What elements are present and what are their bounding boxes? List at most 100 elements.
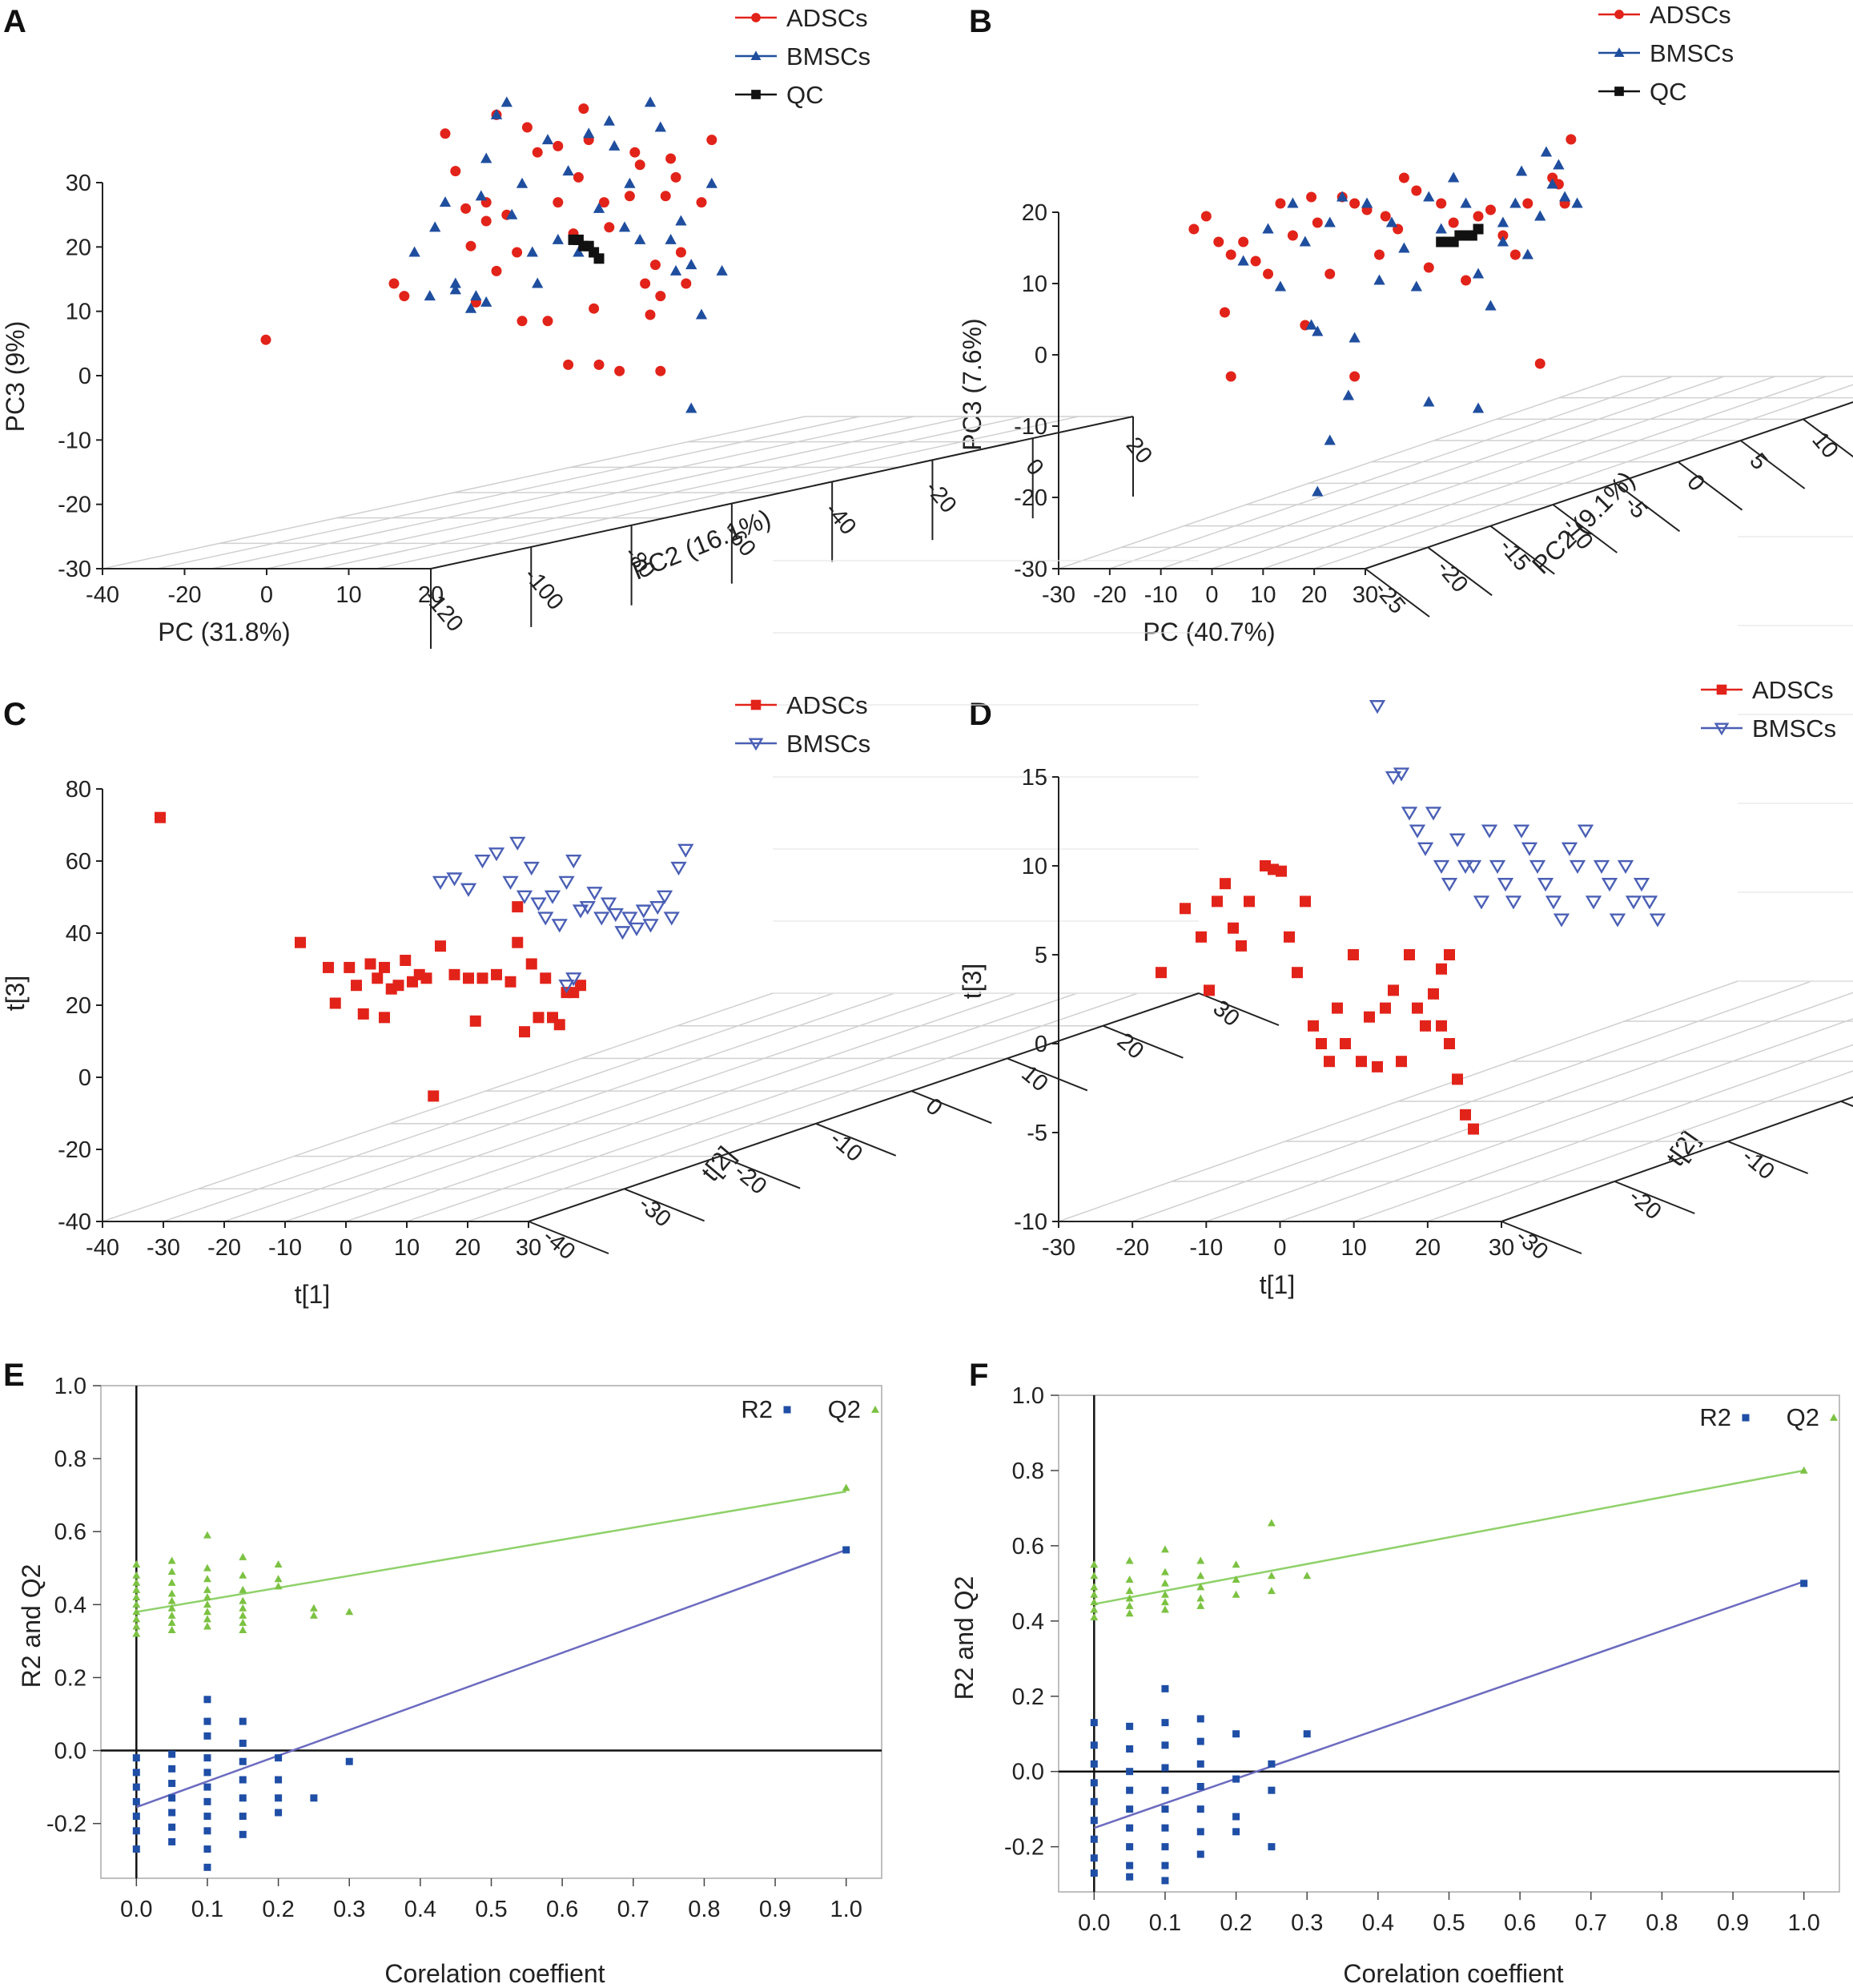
panel-e-x-tick-label: 0.6 [546, 1897, 578, 1922]
panel-a-point-bmscs [480, 152, 492, 163]
panel-e-point-r2 [203, 1732, 211, 1740]
panel-b-y-tick-label: -15 [1494, 534, 1535, 577]
panel-letter-c: C [3, 697, 26, 732]
panel-b-point-adscs [1509, 249, 1521, 260]
panel-e-point-r2 [345, 1757, 353, 1765]
panel-e-point-r2 [132, 1845, 140, 1853]
panel-a-point-bmscs [644, 96, 657, 107]
panel-e-point-r2 [239, 1739, 247, 1747]
panel-e-y-title: R2 and Q2 [17, 1564, 46, 1688]
panel-d-point-bmscs [1481, 824, 1498, 839]
panel-a-point-bmscs [449, 284, 461, 295]
panel-a-point-adscs [480, 215, 492, 227]
panel-d-point-adscs [1220, 878, 1231, 890]
panel-e-legend-marker-r2 [783, 1406, 791, 1414]
panel-e-y-tick-label: 0.0 [54, 1739, 86, 1765]
panel-c-point-bmscs [677, 843, 694, 858]
panel-c-point-bmscs [502, 875, 519, 890]
panel-a-point-bmscs [583, 127, 595, 139]
panel-f-point-q2 [1267, 1587, 1276, 1595]
panel-d-point-adscs [1228, 922, 1239, 934]
panel-b-point-adscs [1534, 358, 1546, 369]
panel-d-x-tick-label: -20 [1115, 1235, 1149, 1261]
panel-b-point-bmscs [1447, 171, 1460, 183]
panel-a-point-bmscs [429, 221, 441, 232]
panel-c-legend-label-bmscs: BMSCs [786, 730, 870, 758]
panel-b-point-adscs [1423, 262, 1434, 273]
panel-f-point-r2 [1090, 1797, 1098, 1805]
panel-b-point-bmscs [1336, 191, 1349, 202]
panel-c-point-bmscs [607, 907, 624, 923]
panel-c-y-tick-label: 20 [1112, 1028, 1148, 1064]
panel-e-y-tick-label: 1.0 [54, 1374, 86, 1399]
panel-letter-e: E [3, 1358, 25, 1393]
panel-e-point-q2 [203, 1585, 211, 1593]
panel-b-point-adscs [1522, 198, 1533, 209]
panel-c-x-tick-label: 10 [394, 1235, 420, 1261]
panel-a-point-bmscs [603, 115, 615, 126]
panel-b-point-adscs [1188, 223, 1200, 235]
panel-d-point-adscs [1196, 931, 1207, 943]
panel-d-point-bmscs [1401, 807, 1418, 821]
panel-c-floor-grid-x [102, 992, 774, 1222]
panel-e-point-q2 [132, 1593, 141, 1601]
panel-c-point-adscs [379, 1012, 390, 1024]
panel-c-y-tick [1007, 1057, 1088, 1092]
panel-b-point-adscs [1287, 230, 1298, 241]
panel-f-point-r2 [1161, 1877, 1169, 1885]
panel-b-point-adscs [1349, 371, 1361, 382]
panel-a-y-tick-label: -20 [920, 476, 961, 518]
panel-letter-f: F [969, 1358, 988, 1393]
panel-d-legend-label-bmscs: BMSCs [1752, 714, 1836, 742]
panel-b-legend-marker-bmscs [1614, 47, 1625, 57]
panel-e-y-tick-label: 0.4 [54, 1592, 86, 1618]
panel-e-plot-frame [100, 1385, 882, 1879]
panel-e-point-q2 [203, 1531, 211, 1539]
panel-f-x-tick-label: 0.1 [1149, 1910, 1181, 1936]
panel-c-point-adscs [504, 976, 517, 988]
panel-a-point-adscs [589, 303, 600, 314]
panel-f-point-r2 [1232, 1730, 1240, 1738]
panel-c-point-adscs [512, 901, 524, 913]
panel-f-y-tick-label: 0.8 [1012, 1459, 1044, 1484]
panel-e-x-title: Corelation coeffient [384, 1959, 605, 1988]
panel-e-point-q2 [132, 1608, 141, 1616]
panel-a-point-bmscs [480, 296, 492, 307]
panel-b-legend-label-qc: QC [1650, 78, 1687, 106]
panel-e-point-r2 [203, 1797, 211, 1805]
panel-c-y-tick-label: 30 [1208, 996, 1244, 1032]
panel-c-z-tick-label: 60 [66, 849, 91, 875]
panel-f-point-r2 [1161, 1684, 1169, 1692]
panel-b-point-bmscs [1274, 280, 1287, 292]
panel-d-point-adscs [1348, 949, 1359, 960]
panel-f-point-r2 [1126, 1873, 1134, 1881]
panel-f-point-q2 [1196, 1601, 1205, 1609]
panel-f-y-tick-label: 0.4 [1012, 1609, 1044, 1635]
panel-d-y-tick [1727, 1141, 1809, 1174]
panel-f-legend-label-r2: R2 [1699, 1403, 1731, 1431]
panel-d-point-adscs [1420, 1020, 1431, 1032]
panel-b-point-bmscs [1571, 197, 1583, 208]
panel-f-point-r2 [1126, 1722, 1134, 1730]
panel-e-point-r2 [132, 1754, 140, 1762]
panel-c-z-tick-label: -20 [58, 1137, 91, 1163]
panel-c-point-adscs [533, 1012, 545, 1024]
panel-d-y-tick-label: -20 [1624, 1184, 1666, 1225]
panel-b-point-bmscs [1398, 242, 1410, 253]
panel-a-y-tick-label: -100 [519, 563, 569, 615]
panel-f-y-tick-label: -0.2 [1004, 1835, 1044, 1861]
panel-c-point-adscs [420, 972, 432, 984]
panel-c-point-bmscs [474, 855, 491, 869]
panel-b-point-bmscs [1423, 191, 1435, 202]
panel-f-point-r2 [1303, 1730, 1311, 1738]
panel-c-point-bmscs [558, 875, 575, 890]
panel-a-point-adscs [491, 265, 502, 276]
panel-b-point-adscs [1238, 236, 1249, 247]
panel-c-point-adscs [295, 936, 306, 948]
panel-e-point-r2 [842, 1546, 850, 1554]
panel-c-point-adscs [512, 936, 524, 948]
panel-b-z-tick-label: -20 [1014, 485, 1047, 511]
panel-c-point-adscs [469, 1015, 481, 1027]
panel-b-point-bmscs [1342, 389, 1355, 400]
panel-d-point-adscs [1388, 984, 1399, 996]
